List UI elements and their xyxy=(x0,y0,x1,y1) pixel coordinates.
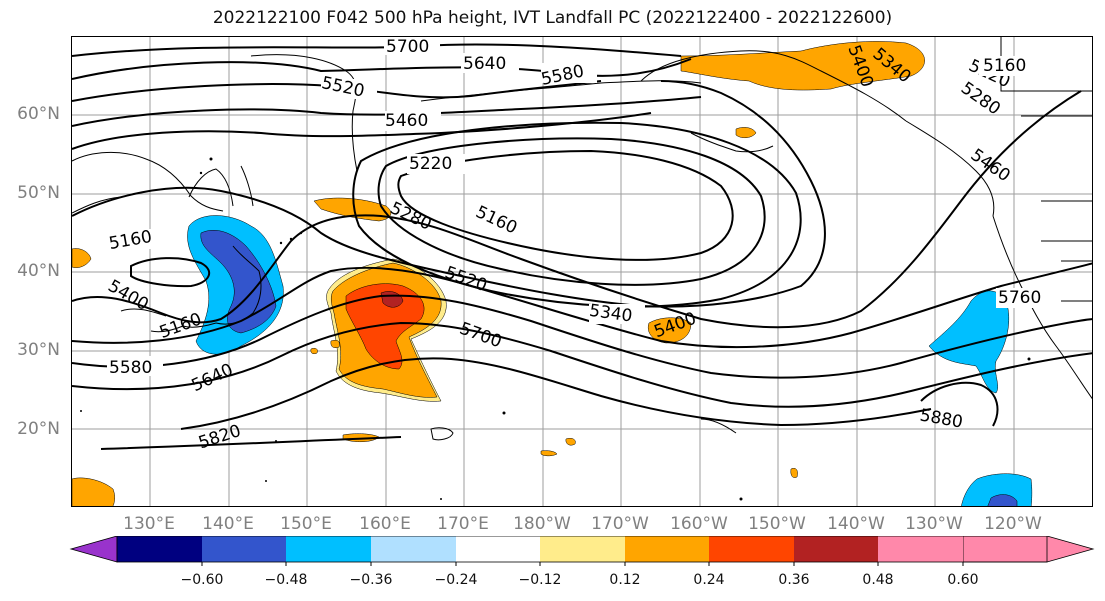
colorbar-segment xyxy=(456,536,540,562)
map-canvas: 5700 5640 5580 5520 5460 5400 5340 5280 … xyxy=(72,37,1092,506)
lon-label-150w: 150°W xyxy=(748,514,806,534)
colorbar-segment xyxy=(878,536,963,562)
colorbar-segment xyxy=(540,536,625,562)
contour-label: 5700 xyxy=(386,37,429,57)
contour-label: 5160 xyxy=(983,56,1026,76)
colorbar-segment xyxy=(117,536,202,562)
colorbar-tick: 0.12 xyxy=(609,572,641,588)
lat-label-50n: 50°N xyxy=(17,183,60,203)
lon-label-120w: 120°W xyxy=(984,514,1042,534)
lon-label-160w: 160°W xyxy=(670,514,728,534)
lat-label-20n: 20°N xyxy=(17,419,60,439)
island-dots xyxy=(80,157,1031,501)
lon-label-140e: 140°E xyxy=(202,514,254,534)
colorbar-extend-right xyxy=(962,536,1095,563)
contour-label: 5520 xyxy=(442,263,489,297)
ivt-negative-japan xyxy=(187,215,284,355)
colorbar-tick: −0.60 xyxy=(180,572,224,588)
colorbar-segment xyxy=(202,536,286,562)
contour-label: 5220 xyxy=(409,154,452,174)
lon-label-170e: 170°E xyxy=(437,514,489,534)
colorbar-tick: −0.36 xyxy=(349,572,393,588)
colorbar-segment xyxy=(709,536,794,562)
lat-label-30n: 30°N xyxy=(17,340,60,360)
lon-label-130w: 130°W xyxy=(905,514,963,534)
lon-label-150e: 150°E xyxy=(280,514,332,534)
contour-label: 5760 xyxy=(998,288,1041,308)
colorbar-tick: −0.48 xyxy=(264,572,308,588)
colorbar-tick: 0.24 xyxy=(693,572,725,588)
colorbar-tick: 0.36 xyxy=(778,572,810,588)
ivt-negative-california xyxy=(928,290,1033,506)
colorbar-segment xyxy=(286,536,371,562)
contour-label: 5460 xyxy=(385,111,428,131)
colorbar-segment xyxy=(794,536,878,562)
colorbar-extend-left xyxy=(69,536,118,563)
lat-label-60n: 60°N xyxy=(17,104,60,124)
map-panel: 5700 5640 5580 5520 5460 5400 5340 5280 … xyxy=(71,36,1093,507)
lon-label-130e: 130°E xyxy=(123,514,175,534)
lon-label-160e: 160°E xyxy=(359,514,411,534)
colorbar-tick: −0.24 xyxy=(434,572,478,588)
contour-label: 5640 xyxy=(463,54,506,74)
ivt-positive-central-pacific xyxy=(72,41,925,506)
height-contours xyxy=(72,43,1092,450)
lon-label-180w: 180°W xyxy=(513,514,571,534)
colorbar-segment xyxy=(371,536,456,562)
contour-label: 5280 xyxy=(387,198,435,234)
contour-label: 5160 xyxy=(472,202,520,238)
contour-label: 5460 xyxy=(967,145,1014,186)
contour-label: 5580 xyxy=(109,358,152,378)
map-title: 2022122100 F042 500 hPa height, IVT Land… xyxy=(212,8,893,28)
colorbar-segment xyxy=(625,536,709,562)
lat-label-40n: 40°N xyxy=(17,261,60,281)
colorbar-tick: 0.48 xyxy=(862,572,894,588)
colorbar xyxy=(69,536,1095,566)
lon-label-170w: 170°W xyxy=(591,514,649,534)
lon-label-140w: 140°W xyxy=(827,514,885,534)
colorbar-tick: 0.60 xyxy=(947,572,979,588)
colorbar-tick: −0.12 xyxy=(518,572,562,588)
